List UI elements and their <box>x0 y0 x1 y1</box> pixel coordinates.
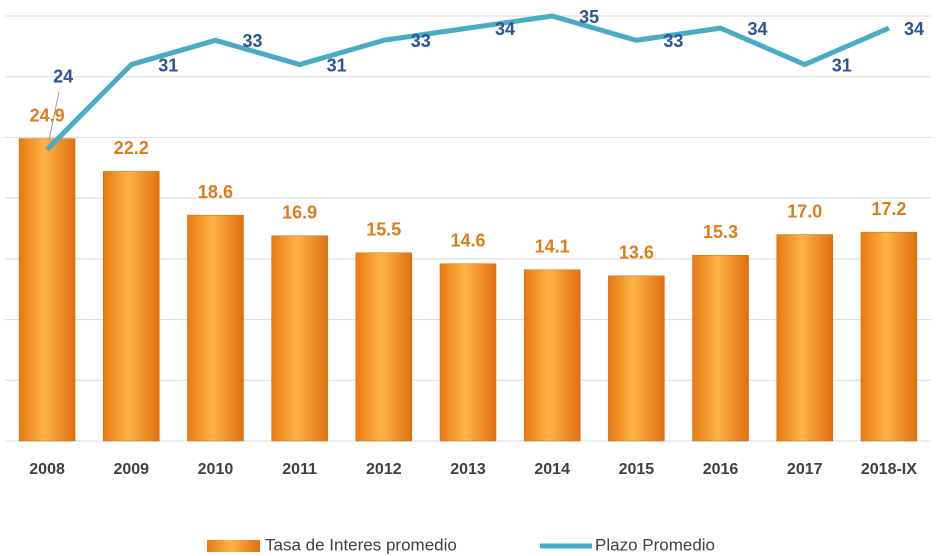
bar-value-label: 22.2 <box>114 138 149 158</box>
x-tick-label: 2008 <box>29 461 65 478</box>
x-tick-label: 2014 <box>534 461 570 478</box>
x-tick-label: 2011 <box>282 461 317 478</box>
line-value-label: 34 <box>904 19 924 39</box>
bar <box>271 235 328 442</box>
x-tick-label: 2010 <box>198 461 234 478</box>
bar <box>355 252 413 442</box>
line-value-label: 33 <box>242 31 262 51</box>
bar-value-label: 13.6 <box>619 243 654 263</box>
bar <box>776 234 833 442</box>
bar <box>692 254 749 442</box>
x-tick-label: 2012 <box>366 461 402 478</box>
line-value-label: 33 <box>663 31 683 51</box>
line-value-label: 31 <box>327 55 347 75</box>
bar-value-label: 24.9 <box>30 105 65 125</box>
legend-label: Plazo Promedio <box>595 535 715 554</box>
bar <box>523 269 581 442</box>
line-value-label: 34 <box>495 19 515 39</box>
bar <box>860 231 918 442</box>
line-value-label: 31 <box>832 55 852 75</box>
x-tick-label: 2018-IX <box>861 461 917 478</box>
bar-value-label: 14.6 <box>450 230 485 250</box>
line-value-label: 34 <box>748 19 768 39</box>
bar <box>439 263 497 442</box>
bar <box>187 214 244 442</box>
bar-value-label: 14.1 <box>535 237 570 257</box>
bar-value-label: 18.6 <box>198 182 233 202</box>
line-value-label: 33 <box>411 31 431 51</box>
line-value-label: 24 <box>53 66 73 86</box>
x-tick-label: 2016 <box>703 461 739 478</box>
legend-swatch <box>207 540 260 552</box>
legend-label: Tasa de Interes promedio <box>265 535 457 554</box>
line <box>45 13 890 152</box>
x-tick-label: 2009 <box>113 461 149 478</box>
bar-value-label: 17.2 <box>871 199 906 219</box>
x-tick-label: 2013 <box>450 461 486 478</box>
bar-value-label: 15.3 <box>703 222 738 242</box>
line-value-label: 31 <box>158 55 178 75</box>
x-tick-label: 2015 <box>619 461 655 478</box>
bar-value-label: 16.9 <box>282 203 317 223</box>
callout <box>48 91 60 140</box>
bar-value-label: 15.5 <box>366 220 401 240</box>
bar <box>608 275 665 442</box>
line-value-label: 35 <box>579 7 599 27</box>
bar-value-label: 17.0 <box>787 201 822 221</box>
bar <box>103 171 160 442</box>
bar <box>18 138 76 442</box>
x-tick-label: 2017 <box>787 461 823 478</box>
